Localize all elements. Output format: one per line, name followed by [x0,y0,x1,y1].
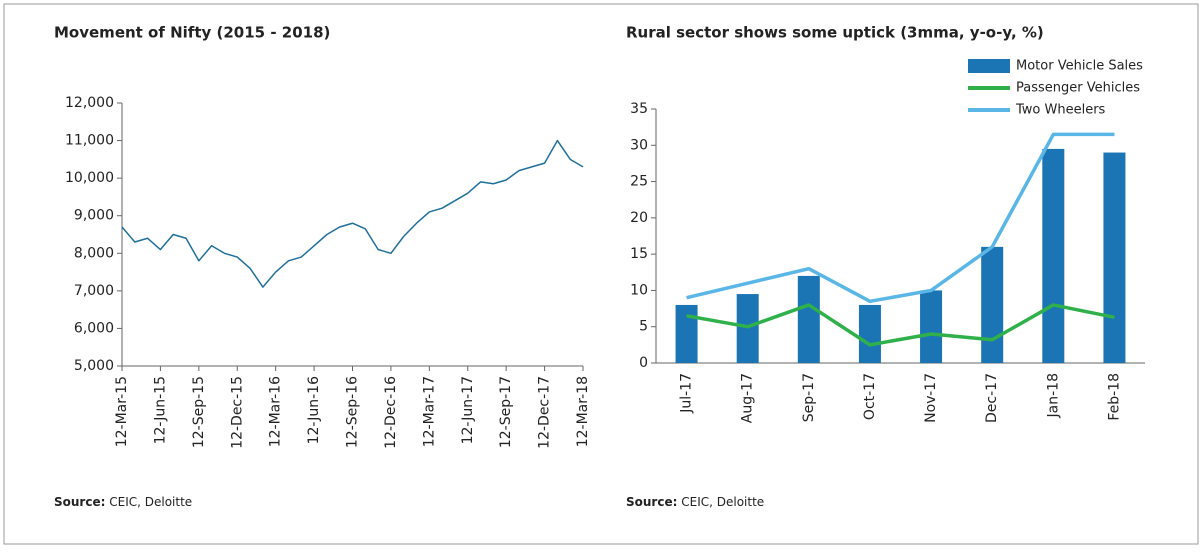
legend-label: Motor Vehicle Sales [1016,59,1143,74]
bar [675,304,698,363]
line [121,139,584,288]
bar [858,304,881,363]
y-tick-label: 35 [630,101,648,117]
x-tick-label: 12-Jun-15 [152,376,168,444]
x-tick-label: Aug-17 [740,373,756,423]
bar [1103,152,1126,363]
x-tick-label: 12-Mar-15 [114,376,130,447]
y-tick-label: 30 [630,137,648,153]
source: Source: CEIC, Deloitte [54,495,192,509]
y-tick-label: 5 [639,319,648,335]
y-tick-label: 10 [630,282,648,298]
line [686,303,1115,347]
x-tick-label: 12-Jun-16 [306,376,322,444]
chart-title: Movement of Nifty (2015 - 2018) [54,24,330,42]
x-tick-label: Dec-17 [984,373,1000,423]
source-label: Source: [54,495,105,509]
frame [3,3,1199,545]
source: Source: CEIC, Deloitte [626,495,764,509]
x-tick-label: 12-Mar-16 [268,376,284,447]
y-tick-label: 10,000 [65,170,114,186]
source-text: CEIC, Deloitte [109,495,192,509]
line [686,132,1115,304]
y-tick-label: 11,000 [65,133,114,149]
x-tick-label: Jan-18 [1045,373,1061,418]
x-tick-label: Oct-17 [862,373,878,420]
source-label: Source: [626,495,677,509]
bar [797,275,820,363]
x-tick-label: 12-Mar-18 [575,376,591,447]
bar [981,246,1004,363]
legend-label: Two Wheelers [1015,103,1106,118]
x-tick-label: 12-Sep-15 [191,376,207,448]
y-tick-label: 25 [630,174,648,190]
x-tick-label: 12-Jun-17 [460,376,476,444]
x-tick-label: 12-Dec-15 [229,376,245,449]
y-tick-label: 0 [639,355,648,371]
y-tick-label: 8,000 [74,245,114,261]
bar [920,290,943,363]
y-tick-label: 20 [630,210,648,226]
x-tick-label: Sep-17 [801,373,817,422]
x-tick-label: Feb-18 [1106,373,1122,421]
x-tick-label: 12-Dec-16 [383,376,399,449]
legend-label: Passenger Vehicles [1016,81,1140,96]
x-tick-label: 12-Mar-17 [421,376,437,447]
y-tick-label: 5,000 [74,358,114,374]
y-tick-label: 15 [630,246,648,262]
source-text: CEIC, Deloitte [681,495,764,509]
x-tick-label: 12-Sep-17 [498,376,514,448]
chart-title: Rural sector shows some uptick (3mma, y-… [626,24,1044,42]
x-tick-label: 12-Sep-16 [345,376,361,448]
y-tick-label: 12,000 [65,95,114,111]
x-tick-label: 12-Dec-17 [537,376,553,449]
y-tick-label: 9,000 [74,208,114,224]
y-tick-label: 6,000 [74,320,114,336]
bar [736,294,759,363]
x-tick-label: Nov-17 [923,373,939,423]
bar [1042,148,1065,363]
x-tick-label: Jul-17 [679,373,695,414]
y-tick-label: 7,000 [74,283,114,299]
legend-swatch [968,59,1010,73]
